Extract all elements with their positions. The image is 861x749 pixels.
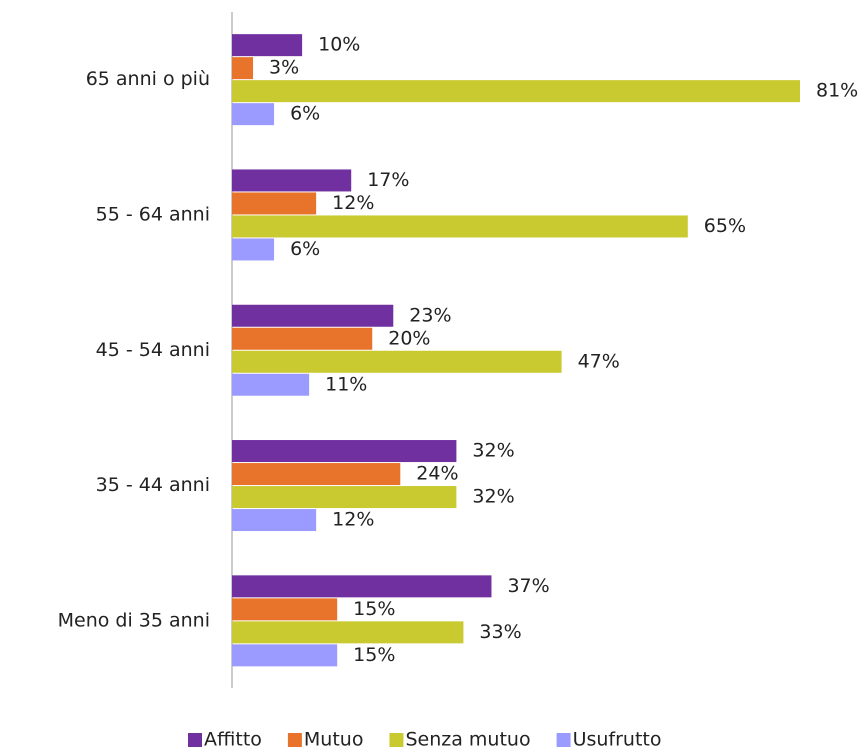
bar bbox=[232, 463, 401, 486]
bar bbox=[232, 327, 373, 350]
data-label: 24% bbox=[416, 463, 458, 485]
data-label: 32% bbox=[472, 440, 514, 462]
data-label: 3% bbox=[269, 57, 299, 79]
y-tick-label: 35 - 44 anni bbox=[96, 474, 210, 496]
data-label: 33% bbox=[479, 621, 521, 643]
bar bbox=[232, 238, 275, 261]
bar bbox=[232, 486, 457, 509]
bar bbox=[232, 509, 317, 532]
bar bbox=[232, 34, 303, 57]
data-label: 37% bbox=[507, 575, 549, 597]
legend-label: Mutuo bbox=[304, 729, 364, 749]
legend-swatch bbox=[389, 733, 404, 747]
data-label: 17% bbox=[367, 169, 409, 191]
data-label: 15% bbox=[353, 644, 395, 666]
data-label: 23% bbox=[409, 304, 451, 326]
y-tick-label: 45 - 54 anni bbox=[96, 339, 210, 361]
bar bbox=[232, 169, 352, 192]
bar bbox=[232, 103, 275, 126]
bar bbox=[232, 440, 457, 463]
bar bbox=[232, 350, 562, 373]
data-label: 6% bbox=[290, 103, 320, 125]
bar bbox=[232, 57, 254, 80]
y-tick-label: 65 anni o più bbox=[86, 68, 210, 90]
data-label: 47% bbox=[578, 350, 620, 372]
bar bbox=[232, 215, 688, 238]
bar bbox=[232, 192, 317, 215]
data-label: 11% bbox=[325, 373, 367, 395]
bar bbox=[232, 621, 464, 644]
data-label: 20% bbox=[388, 327, 430, 349]
legend-swatch bbox=[287, 733, 302, 747]
bar bbox=[232, 575, 492, 598]
bar bbox=[232, 80, 800, 103]
data-label: 81% bbox=[816, 80, 858, 102]
data-label: 12% bbox=[332, 192, 374, 214]
bar bbox=[232, 598, 338, 621]
legend-label: Usufrutto bbox=[573, 729, 662, 749]
bar bbox=[232, 304, 394, 327]
legend-label: Senza mutuo bbox=[405, 729, 530, 749]
y-tick-label: Meno di 35 anni bbox=[58, 609, 210, 631]
y-tick-label: 55 - 64 anni bbox=[96, 203, 210, 225]
legend-swatch bbox=[188, 733, 202, 747]
legend-swatch bbox=[556, 733, 571, 747]
bar bbox=[232, 373, 310, 396]
data-label: 6% bbox=[290, 238, 320, 260]
data-label: 12% bbox=[332, 509, 374, 531]
bar bbox=[232, 644, 338, 667]
data-label: 10% bbox=[318, 34, 360, 56]
data-label: 15% bbox=[353, 598, 395, 620]
legend-label: Affitto bbox=[204, 729, 262, 749]
data-label: 65% bbox=[704, 215, 746, 237]
data-label: 32% bbox=[472, 486, 514, 508]
